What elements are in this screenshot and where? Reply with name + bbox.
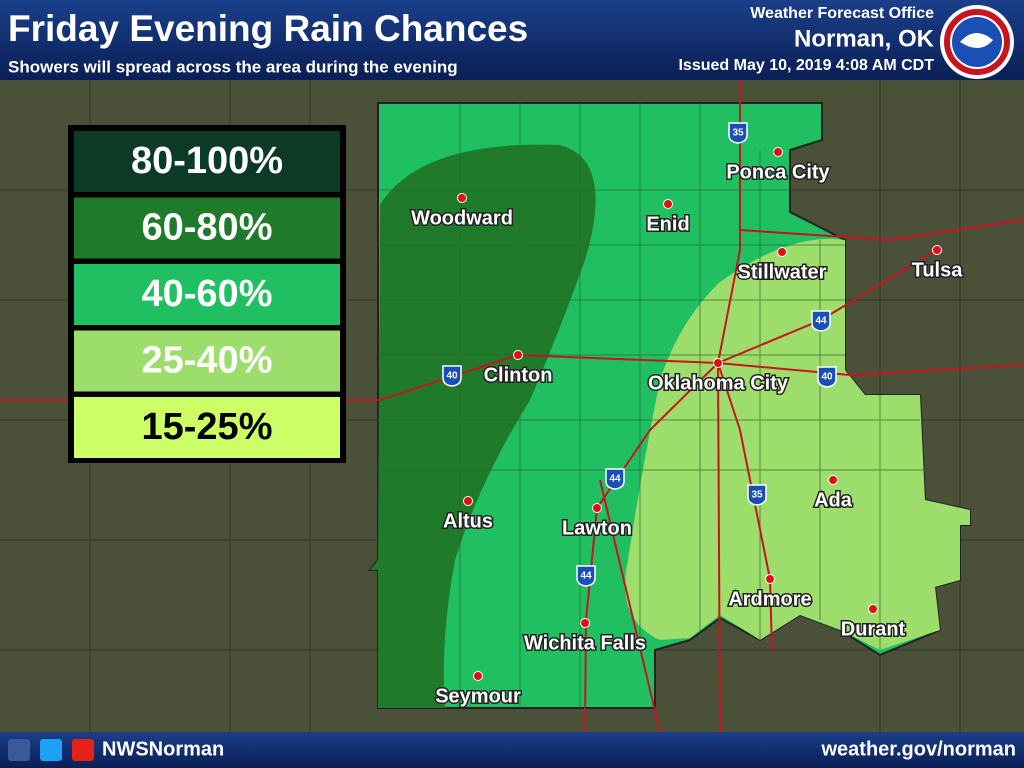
city-label: Ada <box>814 489 853 511</box>
city-dot <box>580 618 590 628</box>
legend: 80-100% 60-80% 40-60% 25-40% 15-25% <box>68 125 346 463</box>
legend-swatch <box>74 264 340 325</box>
city-dot <box>592 503 602 513</box>
city-label: Durant <box>841 618 906 640</box>
issued: Issued May 10, 2019 4:08 AM CDT <box>678 57 934 74</box>
city-dot <box>765 574 775 584</box>
shield-label: 40 <box>821 372 833 383</box>
city-dot <box>777 247 787 257</box>
city-label: Woodward <box>411 207 513 229</box>
shield <box>442 365 462 387</box>
area-60-80 <box>370 144 596 709</box>
shield <box>811 310 831 332</box>
title: Friday Evening Rain Chances <box>8 8 528 49</box>
city-label: Seymour <box>435 685 521 707</box>
facebook-icon[interactable] <box>8 739 30 761</box>
city-dot <box>473 671 483 681</box>
county-borders <box>378 103 925 708</box>
city-label: Ardmore <box>728 588 811 610</box>
city-label: Clinton <box>484 364 553 386</box>
city-dot <box>457 193 467 203</box>
legend-swatch <box>74 197 340 259</box>
shield <box>747 484 767 506</box>
shield-label: 44 <box>609 474 621 485</box>
subtitle: Showers will spread across the area duri… <box>8 57 458 76</box>
legend-label: 80-100% <box>131 140 283 182</box>
shield-label: 44 <box>580 571 592 582</box>
legend-swatch <box>74 131 340 192</box>
cities: Woodward Enid Ponca City Stillwater Tulsa Cli… <box>410 147 965 709</box>
highway-shields: 35 35 44 44 44 40 40 <box>442 122 837 587</box>
city-label: Lawton <box>562 517 632 539</box>
city-dot <box>513 350 523 360</box>
shield <box>728 122 748 144</box>
legend-swatch <box>74 330 340 392</box>
city-dot <box>828 475 838 485</box>
shield-label: 44 <box>815 316 827 327</box>
header-bar <box>0 0 1024 80</box>
footer-bar <box>0 732 1024 768</box>
city-label: Oklahoma City <box>648 372 789 394</box>
youtube-icon[interactable] <box>72 739 94 761</box>
legend-label: 40-60% <box>142 273 273 315</box>
city-label: Ponca City <box>726 161 830 183</box>
city-label: Enid <box>646 213 689 235</box>
city-dot <box>713 358 723 368</box>
city-dot <box>773 147 783 157</box>
legend-label: 15-25% <box>142 406 273 448</box>
nws-logo <box>940 5 1014 79</box>
office: Weather Forecast Office <box>750 5 934 22</box>
city-dot <box>663 199 673 209</box>
shield-label: 40 <box>446 371 458 382</box>
city-label: Stillwater <box>738 261 827 283</box>
shield-label: 35 <box>732 128 744 139</box>
social-handle[interactable]: NWSNorman <box>102 738 224 760</box>
website[interactable]: weather.gov/norman <box>821 738 1017 760</box>
shield <box>576 565 596 587</box>
legend-label: 25-40% <box>142 340 273 382</box>
city-label: Tulsa <box>912 259 964 281</box>
area-25-40 <box>625 238 970 650</box>
twitter-icon[interactable] <box>40 739 62 761</box>
legend-label: 60-80% <box>142 207 273 249</box>
city-label: Altus <box>443 510 493 532</box>
legend-swatch <box>74 397 340 458</box>
city-label: Wichita Falls <box>524 632 646 654</box>
city-dot <box>868 604 878 614</box>
shield-label: 35 <box>751 490 763 501</box>
location: Norman, OK <box>794 25 935 52</box>
city-dot <box>463 496 473 506</box>
shield <box>817 366 837 388</box>
shield <box>605 468 625 490</box>
city-dot <box>932 245 942 255</box>
